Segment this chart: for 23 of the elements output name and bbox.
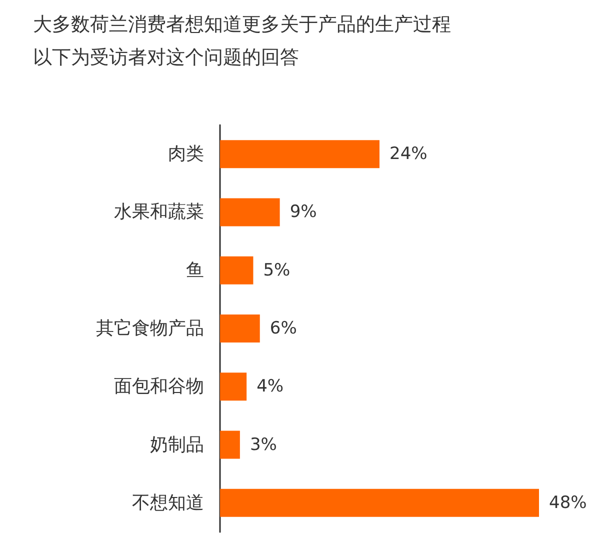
data-label: 4% (256, 376, 284, 397)
bar (220, 198, 280, 226)
y-tick-label: 奶制品 (150, 434, 204, 456)
data-label: 9% (290, 202, 317, 222)
bar (220, 488, 539, 517)
chart-subtitle: 以下为受访者对这个问题的回答 (33, 46, 299, 68)
bar (220, 140, 380, 168)
bar (220, 372, 247, 401)
y-tick-label: 肉类 (168, 144, 204, 165)
data-label: 3% (250, 434, 277, 455)
bar (220, 430, 240, 459)
bar (220, 256, 254, 284)
y-tick-label: 鱼 (186, 260, 204, 281)
chart-title: 大多数荷兰消费者想知道更多关于产品的生产过程 (33, 14, 451, 36)
data-label: 5% (263, 260, 290, 280)
y-tick-label: 其它食物产品 (96, 318, 204, 339)
data-label: 24% (390, 144, 428, 164)
y-tick-label: 水果和蔬菜 (114, 202, 204, 223)
bar (220, 314, 260, 342)
y-tick-label: 不想知道 (132, 492, 204, 514)
y-tick-label: 面包和谷物 (114, 376, 204, 398)
data-label: 48% (549, 492, 587, 513)
data-label: 6% (270, 318, 297, 338)
